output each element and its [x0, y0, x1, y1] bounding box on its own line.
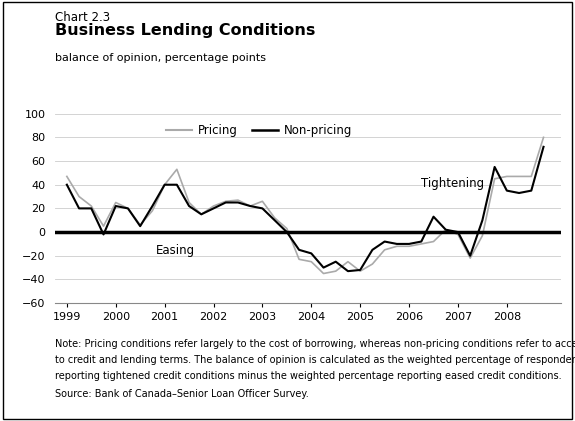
Text: Easing: Easing — [156, 244, 195, 256]
Text: Business Lending Conditions: Business Lending Conditions — [55, 23, 315, 38]
Text: to credit and lending terms. The balance of opinion is calculated as the weighte: to credit and lending terms. The balance… — [55, 355, 575, 365]
Text: Source: Bank of Canada–Senior Loan Officer Survey.: Source: Bank of Canada–Senior Loan Offic… — [55, 389, 308, 400]
Text: Note: Pricing conditions refer largely to the cost of borrowing, whereas non-pri: Note: Pricing conditions refer largely t… — [55, 339, 575, 349]
Legend: Pricing, Non-pricing: Pricing, Non-pricing — [162, 120, 357, 142]
Text: balance of opinion, percentage points: balance of opinion, percentage points — [55, 53, 266, 63]
Text: Chart 2.3: Chart 2.3 — [55, 11, 110, 24]
Text: Tightening: Tightening — [421, 177, 485, 190]
Text: reporting tightened credit conditions minus the weighted percentage reporting ea: reporting tightened credit conditions mi… — [55, 371, 561, 381]
